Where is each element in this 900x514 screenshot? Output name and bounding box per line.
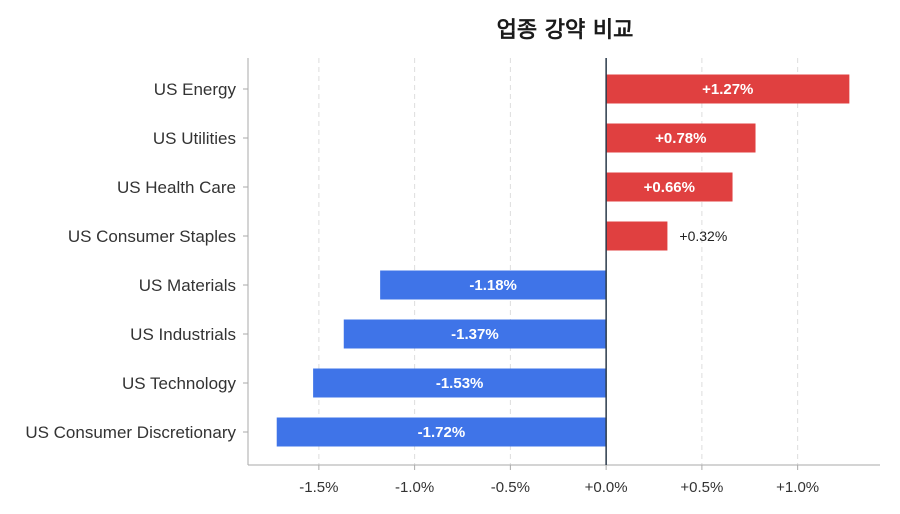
category-label: US Materials	[139, 276, 236, 295]
value-label: -1.18%	[469, 277, 517, 294]
category-label: US Utilities	[153, 129, 236, 148]
bar	[606, 221, 668, 251]
bar	[276, 417, 607, 447]
value-label: +0.78%	[655, 130, 706, 147]
value-labels: +1.27% +0.78% +0.66% +0.32% -1.18% -1.37% -1.5…	[418, 81, 754, 441]
category-label: US Consumer Discretionary	[25, 423, 236, 442]
bar	[343, 319, 607, 349]
chart-title: 업종 강약 비교	[497, 18, 634, 43]
category-label: US Health Care	[117, 178, 236, 197]
axes	[243, 58, 880, 470]
value-label: +0.66%	[644, 179, 695, 196]
bar	[606, 74, 850, 104]
category-label: US Consumer Staples	[68, 227, 236, 246]
value-label: +1.27%	[702, 81, 753, 98]
category-labels: US Energy US Utilities US Health Care US Co…	[25, 80, 236, 442]
x-tick-label: +1.0%	[776, 479, 819, 496]
value-label: +0.32%	[679, 228, 727, 244]
x-tick-label: +0.5%	[680, 479, 723, 496]
x-tick-label: -1.5%	[299, 479, 338, 496]
category-label: US Industrials	[130, 325, 236, 344]
category-label: US Technology	[122, 374, 237, 393]
grid-lines	[318, 58, 799, 465]
bar	[606, 123, 756, 153]
value-label: -1.37%	[451, 326, 499, 343]
bars	[276, 74, 850, 447]
bar	[313, 368, 607, 398]
value-label: -1.72%	[418, 424, 466, 441]
x-tick-label: -0.5%	[491, 479, 530, 496]
x-tick-label: -1.0%	[395, 479, 434, 496]
category-label: US Energy	[154, 80, 237, 99]
x-tick-label: +0.0%	[585, 479, 628, 496]
bar	[606, 172, 733, 202]
bar	[380, 270, 607, 300]
value-label: -1.53%	[436, 375, 484, 392]
x-tick-labels: -1.5% -1.0% -0.5% +0.0% +0.5% +1.0%	[299, 479, 819, 496]
